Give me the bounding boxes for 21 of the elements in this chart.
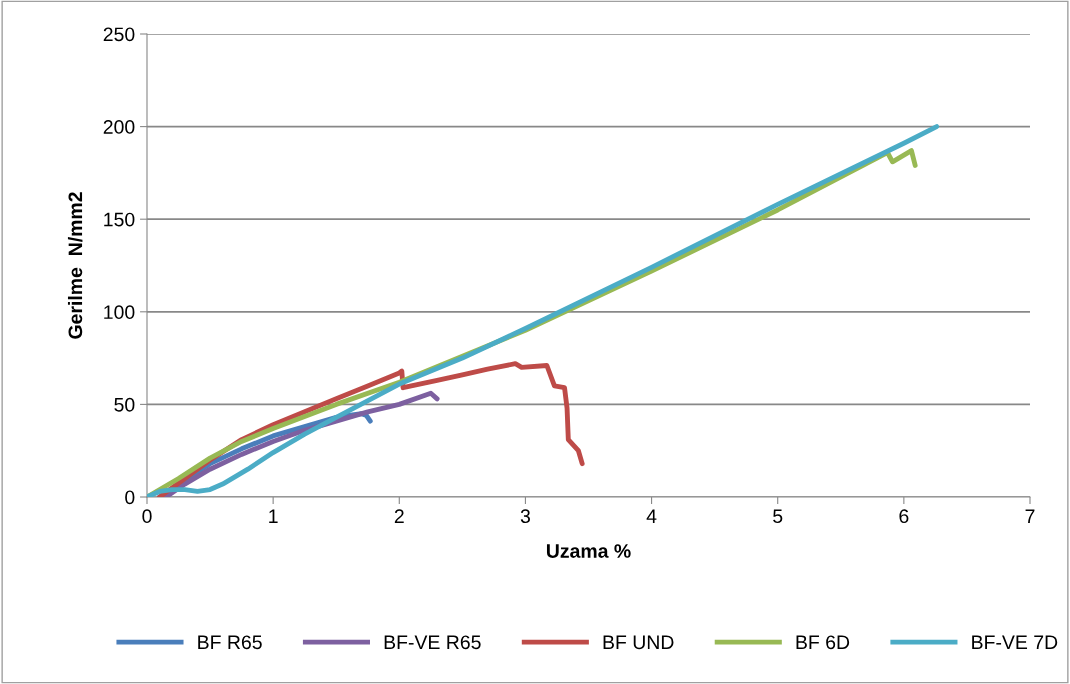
x-tick-label: 4 [646, 509, 657, 523]
y-tick-label: 250 [103, 27, 135, 42]
legend-label: BF UND [603, 635, 674, 650]
y-tick-label: 150 [104, 212, 135, 227]
x-tick-label: 0 [142, 509, 152, 524]
y-axis-title: Gerilme N/mm2 [67, 192, 83, 339]
legend-label: BF R65 [198, 635, 262, 650]
legend-label: BF 6D [796, 635, 850, 650]
legend-label: BF-VE 7D [972, 635, 1058, 649]
legend-label: BF-VE R65 [384, 635, 481, 650]
y-tick-label: 100 [104, 305, 135, 320]
y-tick-label: 200 [103, 120, 135, 134]
y-tick-label: 0 [125, 490, 135, 505]
x-tick-label: 2 [394, 509, 404, 523]
x-tick-label: 5 [773, 509, 783, 524]
x-axis-title: Uzama % [546, 544, 631, 558]
x-tick-label: 6 [899, 509, 909, 524]
x-tick-label: 3 [520, 509, 530, 524]
x-tick-label: 1 [269, 509, 278, 523]
y-tick-label: 50 [114, 397, 135, 412]
x-tick-label: 7 [1025, 509, 1035, 523]
